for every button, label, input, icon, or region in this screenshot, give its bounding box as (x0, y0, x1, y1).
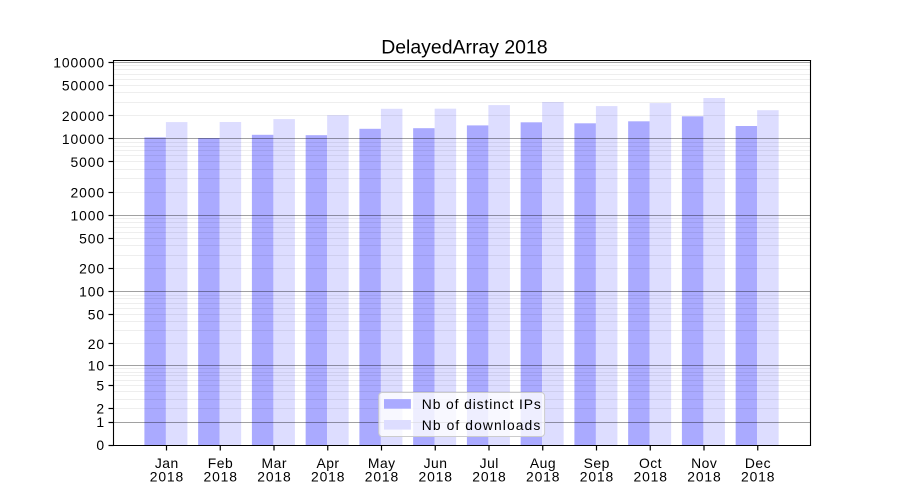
svg-text:2: 2 (96, 401, 105, 417)
svg-text:2018: 2018 (687, 469, 721, 485)
svg-text:Oct: Oct (639, 455, 662, 471)
svg-text:May: May (368, 455, 396, 471)
svg-text:1: 1 (96, 414, 105, 430)
svg-text:2018: 2018 (472, 469, 506, 485)
svg-text:2018: 2018 (257, 469, 291, 485)
svg-text:10: 10 (88, 357, 105, 373)
svg-text:100: 100 (79, 284, 105, 300)
svg-text:20: 20 (88, 336, 105, 352)
svg-text:2018: 2018 (203, 469, 237, 485)
svg-text:5: 5 (96, 378, 105, 394)
svg-text:500: 500 (79, 230, 105, 246)
svg-text:Sep: Sep (584, 455, 610, 471)
svg-text:Jul: Jul (480, 455, 499, 471)
svg-text:2018: 2018 (633, 469, 667, 485)
svg-text:Jun: Jun (424, 455, 448, 471)
svg-text:2018: 2018 (526, 469, 560, 485)
svg-text:2000: 2000 (71, 184, 105, 200)
svg-text:50: 50 (88, 306, 105, 322)
svg-text:0: 0 (96, 437, 105, 453)
svg-text:Apr: Apr (316, 455, 339, 471)
svg-text:20000: 20000 (62, 108, 105, 124)
svg-text:1000: 1000 (71, 207, 105, 223)
svg-text:Feb: Feb (208, 455, 233, 471)
svg-text:Nb of distinct IPs: Nb of distinct IPs (422, 396, 542, 412)
svg-text:50000: 50000 (62, 77, 105, 93)
svg-text:200: 200 (79, 261, 105, 277)
svg-text:2018: 2018 (741, 469, 775, 485)
svg-text:2018: 2018 (580, 469, 614, 485)
svg-text:2018: 2018 (365, 469, 399, 485)
svg-text:2018: 2018 (418, 469, 452, 485)
svg-text:Aug: Aug (530, 455, 556, 471)
svg-text:10000: 10000 (62, 131, 105, 147)
svg-text:Jan: Jan (155, 455, 179, 471)
svg-text:Dec: Dec (745, 455, 771, 471)
svg-text:100000: 100000 (53, 54, 105, 70)
svg-text:2018: 2018 (150, 469, 184, 485)
svg-text:Nov: Nov (691, 455, 717, 471)
svg-text:Nb of downloads: Nb of downloads (422, 417, 542, 433)
svg-text:5000: 5000 (71, 154, 105, 170)
svg-text:DelayedArray 2018: DelayedArray 2018 (381, 37, 547, 59)
svg-text:Mar: Mar (262, 455, 287, 471)
svg-text:2018: 2018 (311, 469, 345, 485)
